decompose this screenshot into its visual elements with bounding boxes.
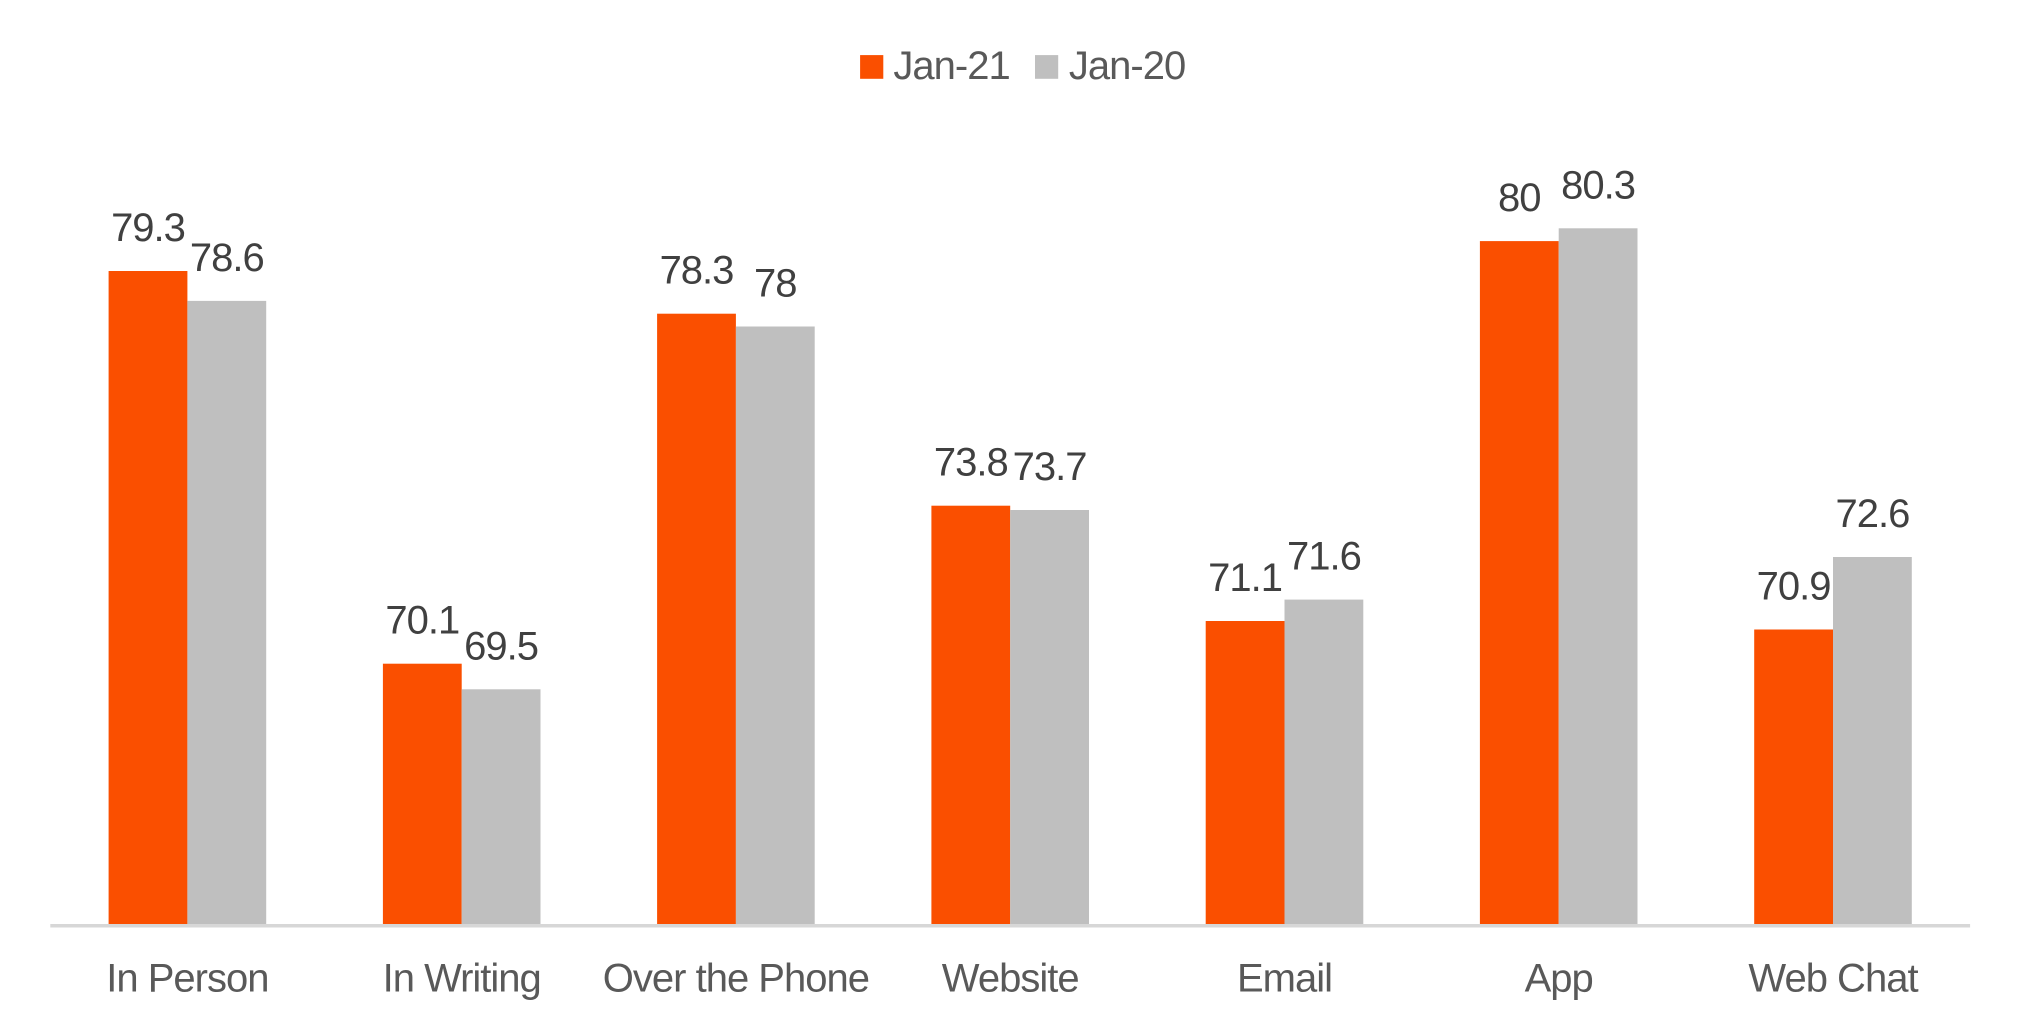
svg-text:80.3: 80.3: [1561, 163, 1635, 207]
svg-text:Email: Email: [1237, 957, 1332, 1001]
svg-text:79.3: 79.3: [111, 206, 185, 250]
svg-text:78.3: 78.3: [660, 249, 734, 293]
svg-text:70.1: 70.1: [385, 599, 459, 643]
svg-text:73.8: 73.8: [934, 441, 1008, 485]
svg-text:Jan-21: Jan-21: [893, 44, 1009, 88]
svg-text:78: 78: [754, 262, 797, 306]
svg-text:Jan-20: Jan-20: [1069, 44, 1185, 88]
svg-text:78.6: 78.6: [190, 236, 264, 280]
svg-text:71.6: 71.6: [1287, 535, 1361, 579]
svg-text:In Person: In Person: [106, 957, 268, 1001]
svg-text:App: App: [1525, 957, 1593, 1001]
svg-text:71.1: 71.1: [1208, 556, 1282, 600]
svg-text:73.7: 73.7: [1013, 445, 1087, 489]
svg-text:80: 80: [1498, 176, 1541, 220]
svg-text:In Writing: In Writing: [383, 957, 541, 1001]
svg-text:69.5: 69.5: [464, 624, 538, 668]
svg-text:70.9: 70.9: [1757, 565, 1831, 609]
svg-text:Web Chat: Web Chat: [1748, 957, 1918, 1001]
svg-text:72.6: 72.6: [1835, 492, 1909, 536]
svg-text:Over the Phone: Over the Phone: [603, 957, 869, 1001]
svg-text:Website: Website: [942, 957, 1079, 1001]
